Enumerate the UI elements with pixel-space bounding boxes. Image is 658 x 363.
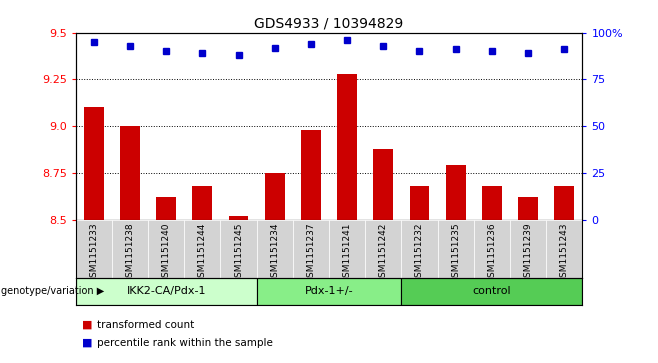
Bar	[409, 186, 430, 220]
Title: GDS4933 / 10394829: GDS4933 / 10394829	[255, 16, 403, 30]
Bar	[228, 216, 249, 220]
Bar	[156, 197, 176, 220]
Text: Pdx-1+/-: Pdx-1+/-	[305, 286, 353, 296]
Bar	[265, 173, 285, 220]
Bar	[401, 278, 582, 305]
Bar	[373, 148, 393, 220]
Bar	[293, 220, 329, 278]
Bar	[337, 74, 357, 220]
Bar	[474, 220, 510, 278]
Text: GSM1151237: GSM1151237	[307, 223, 315, 283]
Text: GSM1151238: GSM1151238	[126, 223, 134, 283]
Text: GSM1151239: GSM1151239	[524, 223, 532, 283]
Bar	[76, 278, 257, 305]
Text: percentile rank within the sample: percentile rank within the sample	[97, 338, 272, 348]
Text: GSM1151240: GSM1151240	[162, 223, 170, 283]
Text: GSM1151235: GSM1151235	[451, 223, 460, 283]
Bar	[120, 126, 140, 220]
Text: ■: ■	[82, 338, 93, 348]
Text: GSM1151242: GSM1151242	[379, 223, 388, 283]
Text: GSM1151244: GSM1151244	[198, 223, 207, 283]
Bar	[192, 186, 213, 220]
Text: GSM1151245: GSM1151245	[234, 223, 243, 283]
Bar	[257, 220, 293, 278]
Bar	[365, 220, 401, 278]
Bar	[445, 166, 466, 220]
Bar	[184, 220, 220, 278]
Text: GSM1151232: GSM1151232	[415, 223, 424, 283]
Bar	[518, 197, 538, 220]
Text: ■: ■	[82, 320, 93, 330]
Text: GSM1151233: GSM1151233	[89, 223, 98, 283]
Bar	[401, 220, 438, 278]
Bar	[554, 186, 574, 220]
Bar	[329, 220, 365, 278]
Bar	[482, 186, 502, 220]
Text: IKK2-CA/Pdx-1: IKK2-CA/Pdx-1	[126, 286, 206, 296]
Bar	[76, 220, 112, 278]
Text: control: control	[472, 286, 511, 296]
Bar	[220, 220, 257, 278]
Bar	[112, 220, 148, 278]
Bar	[546, 220, 582, 278]
Bar	[257, 278, 401, 305]
Bar	[438, 220, 474, 278]
Text: GSM1151243: GSM1151243	[560, 223, 569, 283]
Bar	[510, 220, 546, 278]
Bar	[301, 130, 321, 220]
Bar	[148, 220, 184, 278]
Bar	[84, 107, 104, 220]
Text: GSM1151236: GSM1151236	[488, 223, 496, 283]
Text: genotype/variation ▶: genotype/variation ▶	[1, 286, 105, 296]
Text: transformed count: transformed count	[97, 320, 194, 330]
Text: GSM1151234: GSM1151234	[270, 223, 279, 283]
Text: GSM1151241: GSM1151241	[343, 223, 351, 283]
